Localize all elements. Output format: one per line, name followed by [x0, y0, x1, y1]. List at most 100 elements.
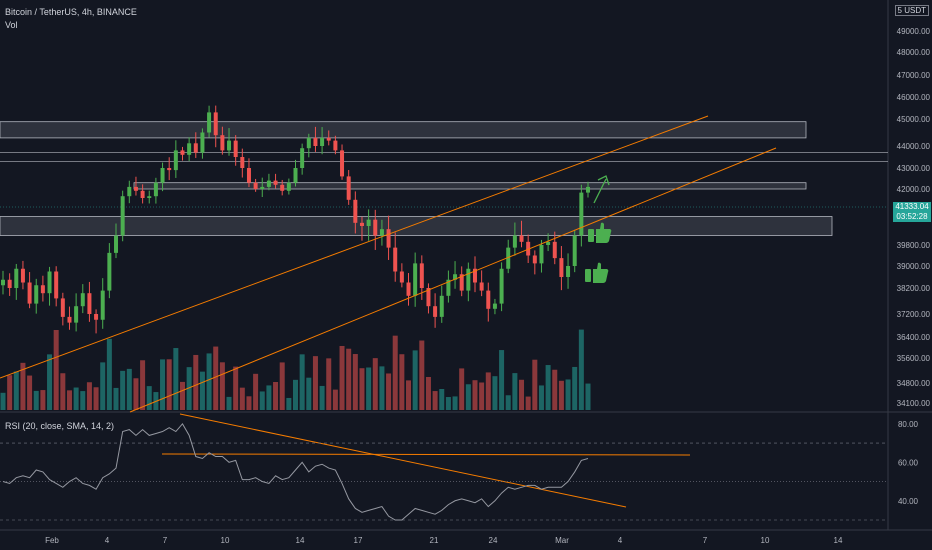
price-tick-label: 44000.00 [897, 142, 931, 151]
candle-body [220, 135, 225, 151]
candle-body [333, 140, 338, 151]
volume-bar [552, 369, 558, 410]
trendline [179, 413, 627, 508]
rsi-tick-label: 40.00 [898, 497, 919, 506]
candle-body [100, 290, 105, 320]
volume-bar [319, 385, 325, 410]
symbol-title[interactable]: Bitcoin / TetherUS, 4h, BINANCE [5, 7, 137, 17]
resistance-zone [133, 182, 807, 190]
resistance-zones [0, 121, 833, 236]
candle-body [67, 316, 72, 323]
time-tick-label: 14 [296, 536, 305, 545]
volume-bar [538, 385, 544, 410]
candle-body [153, 182, 158, 197]
volume-bar [40, 390, 46, 410]
volume-bar [578, 329, 584, 410]
time-tick-label: 7 [163, 536, 168, 545]
volume-bar [246, 396, 252, 410]
volume-bar [485, 372, 491, 410]
candle-body [546, 241, 551, 245]
volume-bar [199, 371, 205, 410]
volume-bar [166, 359, 172, 410]
candle-body [446, 279, 451, 296]
volume-bar [146, 386, 152, 410]
candle-body [466, 268, 471, 291]
candle-body [60, 298, 65, 317]
volume-bar [425, 376, 431, 410]
trendline [161, 453, 691, 456]
candle-body [399, 271, 404, 283]
volume-label[interactable]: Vol [5, 20, 18, 30]
candlesticks [1, 105, 590, 334]
volume-bar [259, 391, 265, 410]
candle-body [1, 279, 5, 286]
volume-bar [532, 359, 538, 410]
candle-body [107, 252, 112, 291]
volume-bar [60, 373, 66, 410]
volume-bar [346, 348, 352, 410]
volume-bar [332, 389, 338, 410]
candle-body [379, 229, 384, 236]
candle-body [246, 168, 251, 183]
volume-bar [359, 368, 365, 410]
candle-body [280, 184, 285, 191]
candle-body [240, 157, 245, 168]
volume-bars [0, 329, 591, 410]
rsi-tick-label: 60.00 [898, 458, 919, 467]
candle-body [167, 168, 172, 171]
volume-bar [113, 387, 119, 410]
trendline [129, 147, 777, 413]
candle-body [74, 306, 79, 323]
volume-bar [525, 396, 531, 410]
rsi-label[interactable]: RSI (20, close, SMA, 14, 2) [5, 421, 115, 431]
volume-bar [33, 390, 39, 410]
volume-bar [452, 396, 458, 410]
time-tick-label: 10 [221, 536, 230, 545]
candle-body [532, 255, 537, 264]
candle-body [426, 288, 431, 307]
volume-bar [419, 340, 425, 410]
volume-bar [406, 380, 412, 410]
candle-body [320, 137, 325, 146]
candle-body [273, 180, 278, 185]
candle-body [300, 148, 305, 168]
volume-bar [432, 391, 438, 410]
time-tick-label: 21 [430, 536, 439, 545]
price-tick-label: 34800.00 [897, 379, 931, 388]
candle-body [207, 112, 212, 133]
currency-selector[interactable]: 5 USDT [894, 5, 929, 16]
time-tick-label: 4 [105, 536, 110, 545]
candle-body [80, 293, 85, 307]
currency-label: USDT [904, 6, 926, 15]
volume-bar [93, 387, 99, 410]
volume-bar [160, 359, 166, 410]
candle-body [506, 247, 511, 269]
volume-bar [372, 358, 378, 410]
volume-bar [459, 368, 465, 410]
candle-body [559, 258, 564, 277]
rsi-pane [0, 422, 888, 521]
candle-body [20, 268, 25, 283]
last-price-badge: 41333.04 [893, 202, 931, 212]
candle-body [293, 168, 298, 183]
candle-body [373, 219, 378, 236]
volume-bar [20, 362, 26, 410]
price-tick-label: 39000.00 [897, 262, 931, 271]
candle-body [127, 186, 132, 197]
volume-bar [193, 354, 199, 410]
volume-bar [306, 377, 312, 410]
volume-bar [545, 365, 551, 410]
time-tick-label: Mar [555, 536, 569, 545]
candle-body [566, 266, 571, 277]
volume-bar [66, 390, 72, 410]
volume-bar [213, 346, 219, 410]
price-tick-label: 35600.00 [897, 354, 931, 363]
volume-bar [286, 397, 292, 410]
arrow-up-icon [593, 175, 610, 204]
volume-bar [326, 358, 332, 410]
price-tick-label: 42000.00 [897, 185, 931, 194]
price-tick-label: 48000.00 [897, 48, 931, 57]
candle-body [94, 314, 99, 320]
trendlines [0, 115, 777, 508]
